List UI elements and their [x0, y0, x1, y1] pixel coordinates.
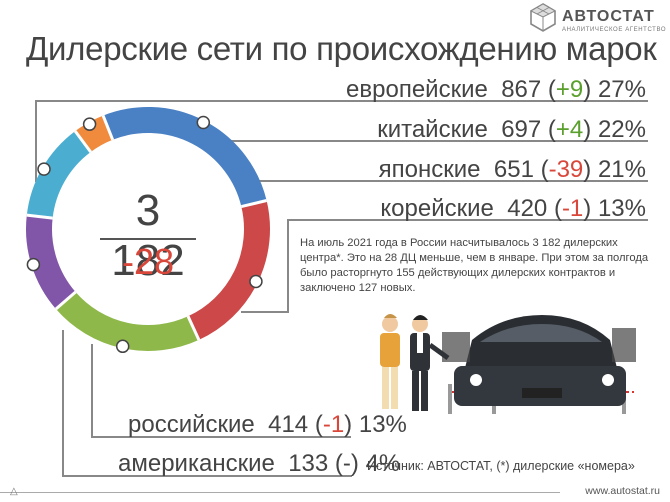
slice-separator-2: [186, 315, 201, 341]
footer-triangle-icon: △: [10, 486, 18, 497]
slice-marker-4: [37, 162, 51, 176]
leader-line-japanese: [256, 180, 648, 182]
legend-row-russian: российские 414 (-1) 13%: [128, 411, 407, 438]
legend-value: 420: [507, 195, 548, 222]
legend-percent: 27%: [597, 76, 646, 103]
leader-line-european-v: [35, 100, 37, 182]
slice-marker-2: [115, 339, 130, 354]
leader-line-american: [62, 475, 352, 477]
donut-slice-4: [26, 131, 92, 219]
legend-change: +9: [555, 76, 584, 103]
slice-marker-1: [249, 274, 263, 289]
legend-change: -1: [561, 195, 584, 222]
slice-separator-4: [26, 213, 53, 220]
leader-line-european: [36, 100, 648, 102]
source-note: Источник: АВТОСТАТ, (*) дилерские «номер…: [367, 459, 635, 473]
total-divider: [100, 238, 196, 240]
legend-label: российские: [128, 411, 255, 438]
donut-slice-3: [26, 215, 76, 310]
legend-label: корейские: [380, 195, 494, 222]
legend-row-japanese: японские 651 (-39) 21%: [378, 156, 646, 183]
legend-row-chinese: китайские 697 (+4) 22%: [377, 116, 646, 143]
legend-change: -39: [548, 156, 584, 183]
slice-separator-5: [73, 130, 92, 153]
legend-label: китайские: [377, 116, 488, 143]
logo-subtitle: АНАЛИТИЧЕСКОЕ АГЕНТСТВО: [562, 27, 667, 33]
legend-row-korean: корейские 420 (-1) 13%: [380, 195, 646, 222]
legend-percent: 21%: [597, 156, 646, 183]
chart-total-change: -28: [121, 241, 175, 282]
legend-value: 867: [501, 76, 542, 103]
footer-url[interactable]: www.autostat.ru: [585, 485, 660, 497]
logo-name: АВТОСТАТ: [562, 8, 655, 25]
donut-slice-1: [187, 200, 270, 340]
slice-separator-3: [54, 290, 77, 311]
slice-separator-1: [240, 199, 267, 209]
legend-change: -1: [322, 411, 345, 438]
legend-percent: 22%: [597, 116, 646, 143]
slice-marker-0: [196, 115, 211, 130]
chart-title: Дилерские сети по происхождению марок: [26, 30, 657, 67]
legend-label: японские: [378, 156, 481, 183]
legend-value: 651: [493, 156, 534, 183]
leader-line-chinese: [224, 140, 648, 142]
legend-change: -: [342, 450, 351, 477]
hexagon-logo-icon: [529, 3, 557, 32]
legend-value: 414: [268, 411, 309, 438]
leader-line-american-v: [62, 330, 64, 475]
leader-line-russian-v: [91, 344, 93, 436]
legend-label: американские: [118, 450, 275, 477]
legend-percent: 4%: [365, 450, 401, 477]
footer-divider: [0, 492, 560, 493]
leader-line-korean-v: [287, 219, 289, 311]
legend-value: 133: [288, 450, 329, 477]
legend-row-american: американские 133 (-) 4%: [118, 450, 401, 477]
description-text: На июль 2021 года в России насчитывалось…: [300, 237, 649, 294]
legend-label: европейские: [346, 76, 488, 103]
legend-change: +4: [555, 116, 584, 143]
donut-slice-2: [55, 291, 199, 351]
legend-row-european: европейские 867 (+9) 27%: [346, 76, 646, 103]
legend-percent: 13%: [358, 411, 407, 438]
dealer-illustration: [380, 314, 636, 414]
slice-marker-5: [82, 117, 97, 131]
slice-separator-0: [101, 115, 115, 141]
chart-total: 3 182: [111, 186, 185, 285]
legend-value: 697: [501, 116, 542, 143]
leader-line-korean: [287, 219, 648, 221]
leader-line-russian: [91, 436, 351, 438]
leader-line-korean-h: [241, 311, 289, 313]
autostat-logo: АВТОСТАТ АНАЛИТИЧЕСКОЕ АГЕНТСТВО: [528, 2, 668, 36]
slice-marker-3: [26, 257, 41, 272]
legend-percent: 13%: [597, 195, 646, 222]
donut-slice-0: [103, 107, 267, 207]
